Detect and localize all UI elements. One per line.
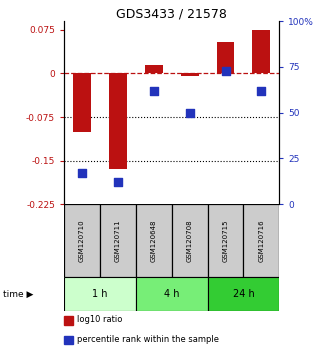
- Bar: [136, 277, 208, 310]
- Text: GSM120648: GSM120648: [151, 219, 157, 262]
- Bar: [208, 204, 243, 277]
- Bar: [145, 65, 163, 74]
- Bar: [136, 204, 172, 277]
- Bar: [100, 204, 136, 277]
- Text: GSM120715: GSM120715: [222, 219, 229, 262]
- Bar: [64, 316, 73, 325]
- Text: 4 h: 4 h: [164, 289, 179, 299]
- Point: [151, 88, 156, 93]
- Bar: [172, 204, 208, 277]
- Point: [223, 68, 228, 74]
- Text: time ▶: time ▶: [3, 290, 34, 298]
- Bar: [208, 277, 279, 310]
- Text: percentile rank within the sample: percentile rank within the sample: [77, 335, 219, 344]
- Bar: [109, 74, 127, 169]
- Bar: [64, 204, 100, 277]
- Point: [259, 88, 264, 93]
- Text: log10 ratio: log10 ratio: [77, 315, 123, 324]
- Bar: [64, 336, 73, 344]
- Bar: [252, 30, 270, 74]
- Point: [116, 179, 121, 185]
- Bar: [181, 74, 199, 76]
- Point: [80, 170, 85, 176]
- Bar: [243, 204, 279, 277]
- Text: 24 h: 24 h: [232, 289, 254, 299]
- Point: [187, 110, 192, 115]
- Text: 1 h: 1 h: [92, 289, 108, 299]
- Text: GSM120708: GSM120708: [187, 219, 193, 262]
- Text: GSM120710: GSM120710: [79, 219, 85, 262]
- Text: GSM120711: GSM120711: [115, 219, 121, 262]
- Bar: [217, 41, 234, 74]
- Title: GDS3433 / 21578: GDS3433 / 21578: [116, 7, 227, 20]
- Bar: [73, 74, 91, 132]
- Text: GSM120716: GSM120716: [258, 219, 265, 262]
- Bar: [64, 277, 136, 310]
